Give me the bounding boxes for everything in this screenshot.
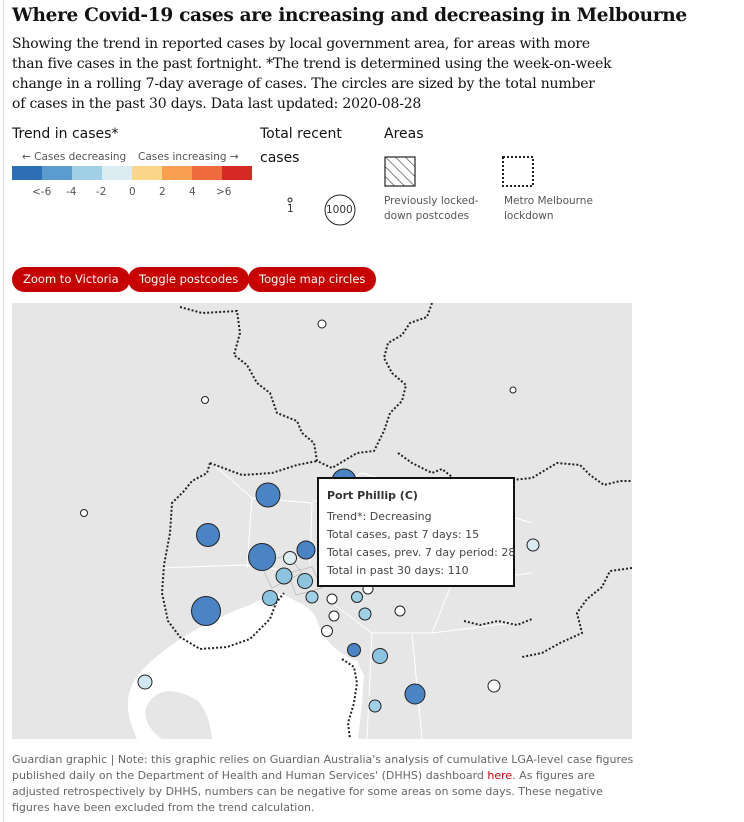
lga-circle[interactable] [275, 567, 293, 585]
lga-circle[interactable] [368, 699, 382, 713]
port-phillip-bay [127, 593, 364, 739]
lga-circle[interactable] [201, 396, 209, 404]
lga-circle[interactable] [404, 683, 426, 705]
hatched-area-icon [384, 156, 416, 187]
legend-tick: 0 [129, 186, 136, 198]
legend-size-circles [287, 194, 356, 226]
map-svg [80, 303, 632, 739]
toggle-postcodes-button[interactable]: Toggle postcodes [128, 267, 250, 292]
legend-trend-heading: Trend in cases* [12, 126, 119, 142]
tooltip-past30: Total in past 30 days: 110 [327, 564, 469, 577]
lga-circle[interactable] [297, 573, 313, 589]
legend-tick: -4 [66, 186, 77, 198]
map-canvas[interactable] [12, 303, 632, 739]
toggle-map-circles-button[interactable]: Toggle map circles [248, 267, 377, 292]
tooltip-trend: Trend*: Decreasing [327, 510, 432, 523]
legend-increasing-label: Cases increasing → [138, 151, 239, 163]
legend-total-heading-2: cases [260, 150, 300, 166]
legend-tick: -2 [96, 186, 107, 198]
lga-circle[interactable] [372, 648, 388, 664]
legend-tick: <-6 [32, 186, 52, 198]
lga-circle[interactable] [358, 607, 372, 621]
lga-circle[interactable] [526, 538, 540, 552]
map-tooltip: Port Phillip (C) Trend*: Decreasing Tota… [317, 477, 515, 587]
legend-swatch-2 [42, 166, 72, 180]
legend-swatch-5 [132, 166, 162, 180]
legend-swatch-1 [12, 166, 42, 180]
legend-total-heading: Total recent [260, 126, 342, 142]
legend-size-small-circle [287, 197, 293, 203]
subtitle: Showing the trend in reported cases by l… [12, 36, 612, 112]
legend-swatch-3 [72, 166, 102, 180]
dotted-area-icon [502, 156, 534, 187]
lga-circle[interactable] [351, 591, 363, 603]
lga-circle[interactable] [196, 523, 220, 547]
tooltip-past7: Total cases, past 7 days: 15 [327, 528, 480, 541]
page-title: Where Covid-19 cases are increasing and … [12, 5, 687, 26]
legend-swatch-8 [222, 166, 252, 180]
case-circles[interactable] [80, 319, 540, 713]
legend-swatch-7 [192, 166, 222, 180]
lga-circle[interactable] [248, 543, 276, 571]
lga-circle[interactable] [296, 540, 316, 560]
footer-note: Guardian graphic | Note: this graphic re… [12, 752, 636, 816]
legend-area-locked-line2: down postcodes [384, 210, 470, 222]
lga-circle[interactable] [328, 610, 340, 622]
lga-circle[interactable] [394, 605, 406, 617]
zoom-to-victoria-button[interactable]: Zoom to Victoria [12, 267, 130, 292]
legend-size-small-label: 1 [287, 203, 294, 215]
lga-circle[interactable] [305, 590, 319, 604]
lga-circle[interactable] [262, 590, 278, 606]
lga-circle[interactable] [283, 551, 297, 565]
lga-circle[interactable] [487, 679, 501, 693]
legend-tick: 2 [159, 186, 166, 198]
legend-tick: >6 [216, 186, 232, 198]
tooltip-title: Port Phillip (C) [327, 489, 418, 502]
legend-areas-heading: Areas [384, 126, 424, 142]
footer-text-after: . As figures are adjusted retrospectivel… [12, 769, 603, 814]
legend-area-metro-line1: Metro Melbourne [504, 195, 593, 207]
lga-circle[interactable] [137, 674, 153, 690]
tooltip-prev7: Total cases, prev. 7 day period: 28 [327, 546, 516, 559]
legend-area-metro-line2: lockdown [504, 210, 554, 222]
hatched-postcodes [259, 554, 323, 596]
lga-circle[interactable] [255, 482, 281, 508]
lga-circle[interactable] [191, 596, 221, 626]
footer-dhhs-link[interactable]: here [487, 769, 513, 782]
lga-circle[interactable] [509, 386, 517, 394]
left-rule [3, 0, 4, 822]
legend-size-large-circle [324, 194, 356, 226]
legend-area-locked-line1: Previously locked- [384, 195, 479, 207]
legend-decreasing-label: ← Cases decreasing [22, 151, 127, 163]
footer-text-before: Guardian graphic | Note: this graphic re… [12, 753, 634, 782]
lga-circle[interactable] [317, 319, 327, 329]
legend-swatch-6 [162, 166, 192, 180]
legend-size-large-label: 1000 [326, 204, 353, 216]
lga-circle[interactable] [326, 593, 338, 605]
legend-swatch-4 [102, 166, 132, 180]
lga-circle[interactable] [80, 509, 88, 517]
lga-circle[interactable] [347, 643, 361, 657]
lga-circle[interactable] [321, 625, 333, 637]
legend-tick: 4 [189, 186, 196, 198]
